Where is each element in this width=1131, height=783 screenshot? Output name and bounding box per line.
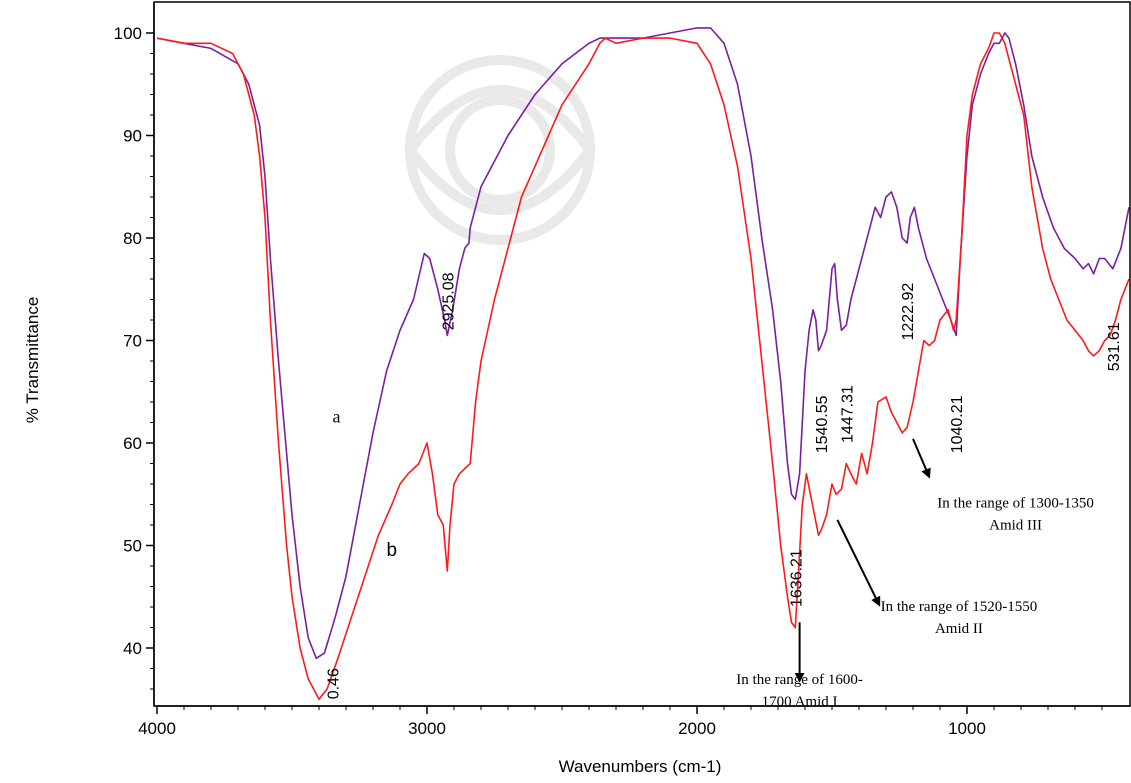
y-tick-label: 60 [123,434,142,453]
x-ticks: 4000 3000 2000 1000 [138,706,1103,738]
y-tick-label: 50 [123,537,142,556]
peak-label: 1447.31 [839,385,856,443]
watermark [403,55,597,245]
peak-label: 2925.08 [440,272,457,330]
series-layer [156,27,1130,701]
peak-label: 1540.55 [814,395,831,453]
annotation-arrow [836,519,881,607]
series-line-a [156,27,1130,660]
peak-label: 1040.21 [949,395,966,453]
annotation-text: Amid III [989,518,1042,534]
curve-label-a: a [333,407,341,427]
y-tick-label: 100 [114,24,142,43]
curve-label-b: b [387,540,398,561]
label-layer: 0.46 2925.08 1636.21 1540.55 1447.31 1222.92 1… [326,272,1123,710]
annotation-text: In the range of 1300-1350 [937,496,1094,512]
annotation-text: Amid II [935,621,983,637]
y-tick-label: 70 [123,332,142,351]
annotation-text: In the range of 1520-1550 [881,599,1038,615]
x-tick-label: 4000 [138,719,176,738]
arrow-layer [794,438,931,683]
x-tick-label: 2000 [678,719,716,738]
y-ticks: 40 50 60 70 80 90 100 [114,24,154,690]
y-tick-label: 80 [123,229,142,248]
y-axis-label: % Transmittance [23,297,42,424]
x-tick-label: 3000 [408,719,446,738]
peak-label: 0.46 [326,668,343,699]
x-axis-label: Wavenumbers (cm-1) [559,757,722,776]
peak-label: 1636.21 [788,549,805,607]
annotation-text: In the range of 1600- [736,672,863,688]
y-tick-label: 90 [123,127,142,146]
peak-label: 1222.92 [900,283,917,341]
series-line-b [156,32,1130,701]
annotation-arrow [912,438,931,479]
x-tick-label: 1000 [948,719,986,738]
y-tick-label: 40 [123,639,142,658]
annotation-text: 1700 Amid I [762,694,838,710]
peak-label: 531.61 [1106,322,1123,371]
